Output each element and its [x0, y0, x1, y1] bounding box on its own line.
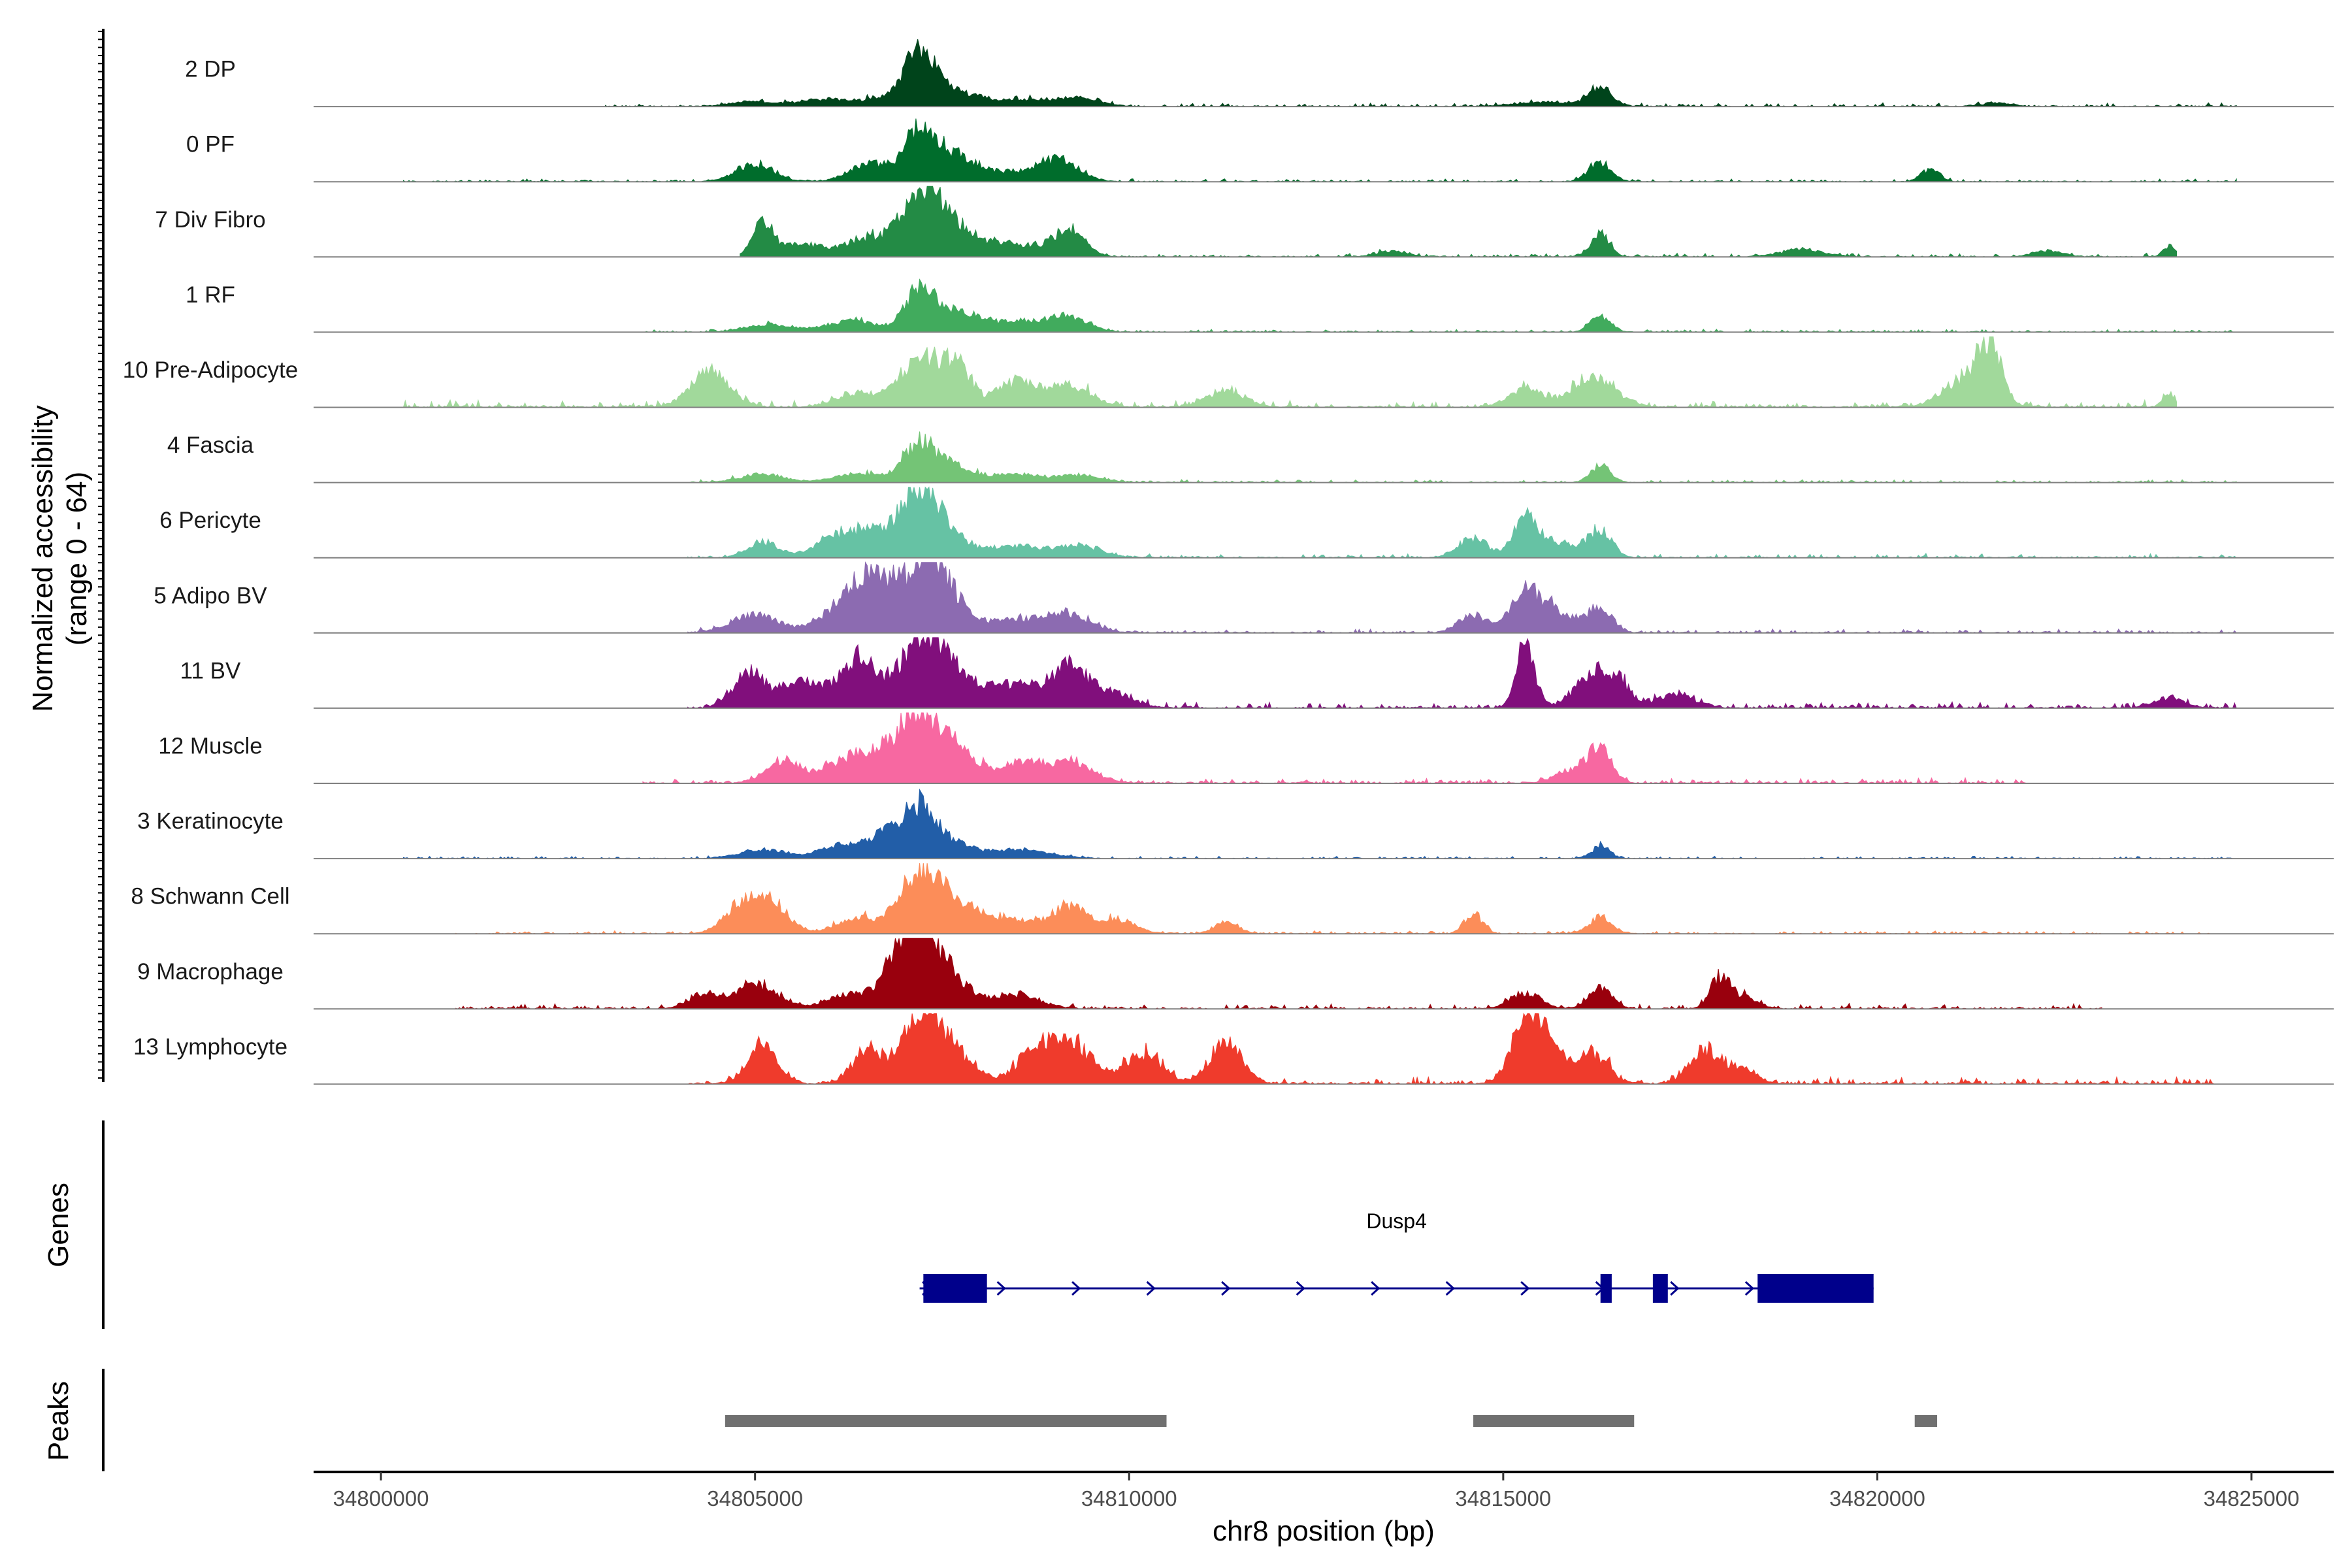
x-tick-label: 34800000 [333, 1486, 429, 1511]
gene-exon [1652, 1274, 1668, 1303]
track-label: 0 PF [186, 132, 235, 157]
track-1: 2 DP [185, 39, 2334, 108]
strand-arrow [1744, 1281, 1754, 1296]
peaks-panel-title: Peaks [42, 1381, 74, 1461]
strand-arrow [1371, 1281, 1380, 1296]
track-2: 0 PF [186, 118, 2334, 183]
accessibility-tracks: 2 DP 0 PF 7 Div Fibro 1 RF 10 Pre-Adipocyte 4… [123, 39, 2334, 1086]
track-label: 6 Pericyte [159, 508, 261, 533]
strand-arrow [1071, 1281, 1081, 1296]
strand-arrow [1296, 1281, 1305, 1296]
accessibility-area [455, 863, 2214, 934]
peak-bar [1473, 1415, 1635, 1427]
track-3: 7 Div Fibro [155, 186, 2334, 258]
track-5: 10 Pre-Adipocyte [123, 336, 2334, 408]
gene-exon [1757, 1274, 1874, 1303]
track-label: 3 Keratinocyte [137, 809, 284, 834]
strand-arrow [1146, 1281, 1156, 1296]
accessibility-area [687, 561, 2238, 634]
accessibility-area [740, 186, 2177, 258]
strand-arrow [1670, 1281, 1680, 1296]
track-12: 8 Schwann Cell [131, 863, 2334, 935]
accessibility-area [402, 118, 2237, 183]
track-9: 11 BV [180, 636, 2334, 710]
peak-bar [725, 1415, 1167, 1427]
track-10: 12 Muscle [158, 711, 2334, 785]
track-label: 12 Muscle [158, 733, 263, 759]
gene-name-label: Dusp4 [1366, 1209, 1427, 1233]
track-label: 2 DP [185, 57, 236, 82]
accessibility-area [605, 39, 2237, 107]
peak-bar [1914, 1415, 1938, 1427]
peaks-panel: Peaks [42, 1369, 1938, 1471]
track-label: 5 Adipo BV [154, 583, 267, 608]
track-label: 11 BV [180, 658, 241, 683]
track-label: 9 Macrophage [137, 959, 284, 985]
accessibility-area [687, 486, 2238, 559]
accessibility-area [687, 636, 2237, 710]
track-13: 9 Macrophage [137, 938, 2334, 1010]
gene-exon [1600, 1274, 1612, 1303]
x-axis-title: chr8 position (bp) [1213, 1515, 1435, 1547]
track-14: 13 Lymphocyte [133, 1012, 2334, 1086]
track-7: 6 Pericyte [159, 486, 2334, 559]
x-axis: 34800000 34805000 34810000 34815000 34820000… [314, 1471, 2334, 1511]
genes-panel: Genes Dusp4 [42, 1120, 1874, 1329]
accessibility-area [642, 278, 2237, 333]
accessibility-area [455, 938, 2102, 1010]
strand-arrow [1221, 1281, 1231, 1296]
track-label: 4 Fascia [167, 433, 254, 458]
accessibility-area [687, 431, 2237, 483]
track-4: 1 RF [186, 278, 2334, 333]
accessibility-area [687, 1012, 2215, 1086]
x-tick-label: 34810000 [1081, 1486, 1177, 1511]
strand-arrow [1520, 1281, 1530, 1296]
track-label: 13 Lymphocyte [133, 1034, 287, 1060]
track-label: 10 Pre-Adipocyte [123, 357, 298, 383]
accessibility-y-axis [98, 29, 105, 1082]
x-tick-label: 34820000 [1829, 1486, 1925, 1511]
gene-model: Dusp4 [919, 1209, 1874, 1303]
genes-panel-title: Genes [42, 1183, 74, 1267]
track-11: 3 Keratinocyte [137, 788, 2334, 860]
gene-exon [923, 1274, 987, 1303]
track-8: 5 Adipo BV [154, 561, 2334, 634]
accessibility-area [402, 336, 2177, 408]
x-tick-label: 34815000 [1455, 1486, 1551, 1511]
y-axis-title: Normalized accessibility [27, 405, 59, 711]
accessibility-area [402, 788, 2237, 859]
track-label: 7 Div Fibro [155, 207, 265, 233]
y-axis-range-label: (range 0 - 64) [61, 472, 93, 646]
strand-arrow [1445, 1281, 1455, 1296]
x-tick-label: 34825000 [2204, 1486, 2300, 1511]
accessibility-area [642, 711, 2027, 785]
track-label: 8 Schwann Cell [131, 884, 289, 909]
x-tick-label: 34805000 [707, 1486, 803, 1511]
track-label: 1 RF [186, 282, 235, 308]
strand-arrow [996, 1281, 1006, 1296]
track-6: 4 Fascia [167, 431, 2334, 483]
